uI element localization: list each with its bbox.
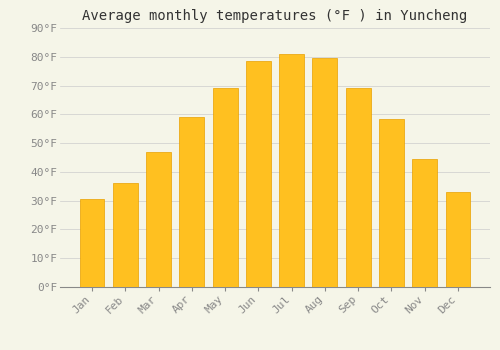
Bar bbox=[246, 61, 271, 287]
Bar bbox=[312, 58, 338, 287]
Bar bbox=[180, 117, 204, 287]
Bar bbox=[346, 89, 370, 287]
Bar bbox=[212, 89, 238, 287]
Bar bbox=[446, 192, 470, 287]
Bar bbox=[113, 183, 138, 287]
Bar bbox=[80, 199, 104, 287]
Bar bbox=[279, 54, 304, 287]
Title: Average monthly temperatures (°F ) in Yuncheng: Average monthly temperatures (°F ) in Yu… bbox=[82, 9, 468, 23]
Bar bbox=[379, 119, 404, 287]
Bar bbox=[412, 159, 437, 287]
Bar bbox=[146, 152, 171, 287]
